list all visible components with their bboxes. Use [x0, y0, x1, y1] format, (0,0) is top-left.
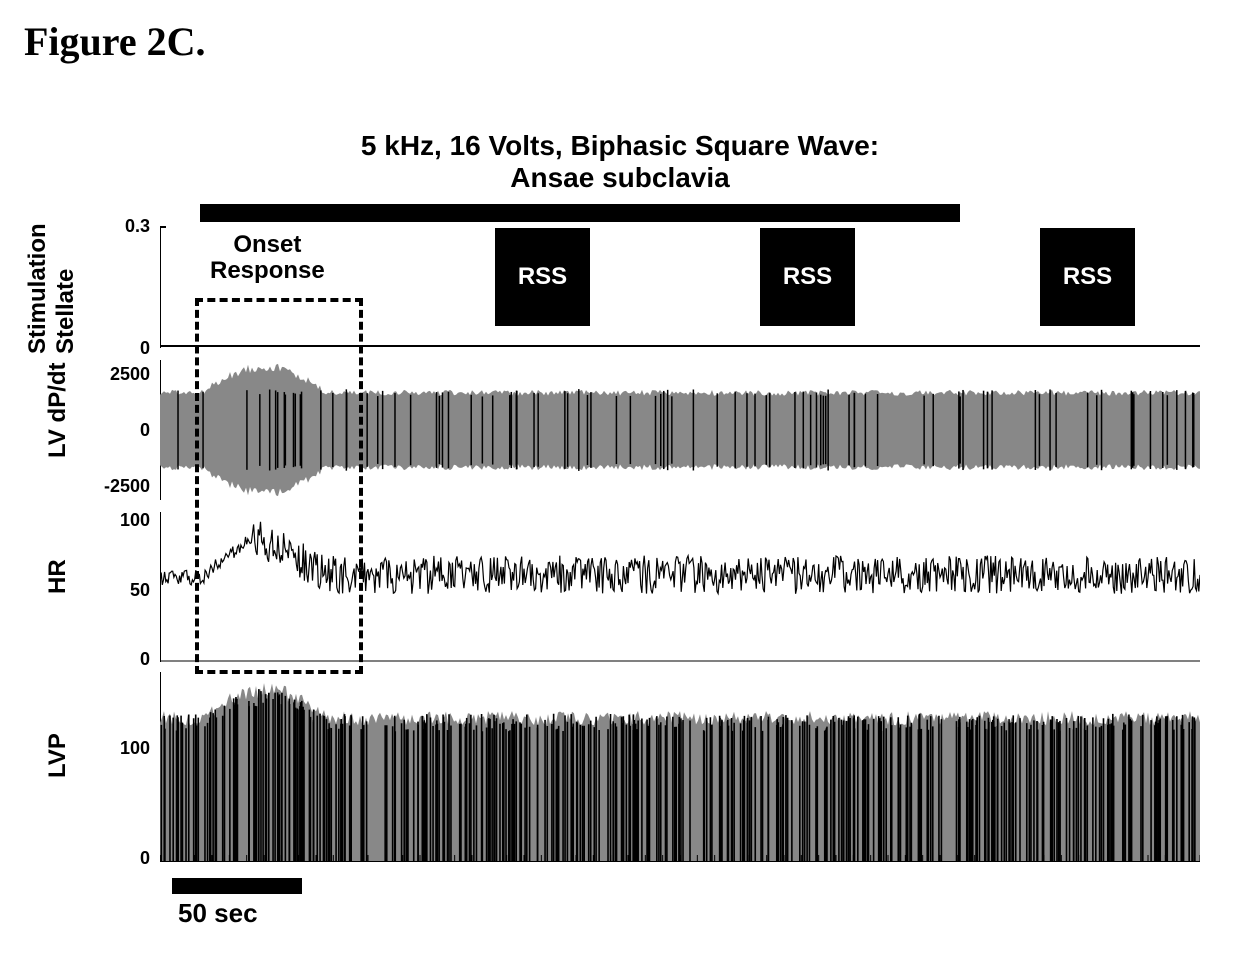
y-tick-label: 0.3: [88, 216, 150, 237]
time-scale-label: 50 sec: [178, 898, 258, 929]
header-line1: 5 kHz, 16 Volts, Biphasic Square Wave:: [361, 130, 879, 161]
y-tick-label: 0: [88, 420, 150, 441]
y-tick-label: 0: [88, 338, 150, 359]
stimulation-duration-bar: [200, 204, 960, 222]
y-axis-label: HR: [44, 559, 72, 594]
y-tick-label: 50: [88, 580, 150, 601]
y-tick-label: 100: [88, 738, 150, 759]
figure-title: Figure 2C.: [24, 18, 205, 65]
y-axis-label: LV dP/dt: [44, 362, 72, 458]
y-tick-label: 0: [88, 848, 150, 869]
y-axis-label: LVP: [44, 733, 72, 778]
y-tick-label: 100: [88, 510, 150, 531]
figure-page: Figure 2C. 5 kHz, 16 Volts, Biphasic Squ…: [0, 0, 1240, 969]
time-scale-bar: [172, 878, 302, 894]
y-tick-label: 2500: [88, 364, 150, 385]
y-tick-label: 0: [88, 649, 150, 670]
y-axis-label: StimulationStellate: [24, 223, 80, 354]
header-line2: Ansae subclavia: [510, 162, 729, 193]
onset-dashed-box: [195, 298, 363, 674]
stimulus-header: 5 kHz, 16 Volts, Biphasic Square Wave: A…: [0, 130, 1240, 194]
panel-lvp: [160, 672, 1200, 862]
y-tick-label: -2500: [88, 476, 150, 497]
